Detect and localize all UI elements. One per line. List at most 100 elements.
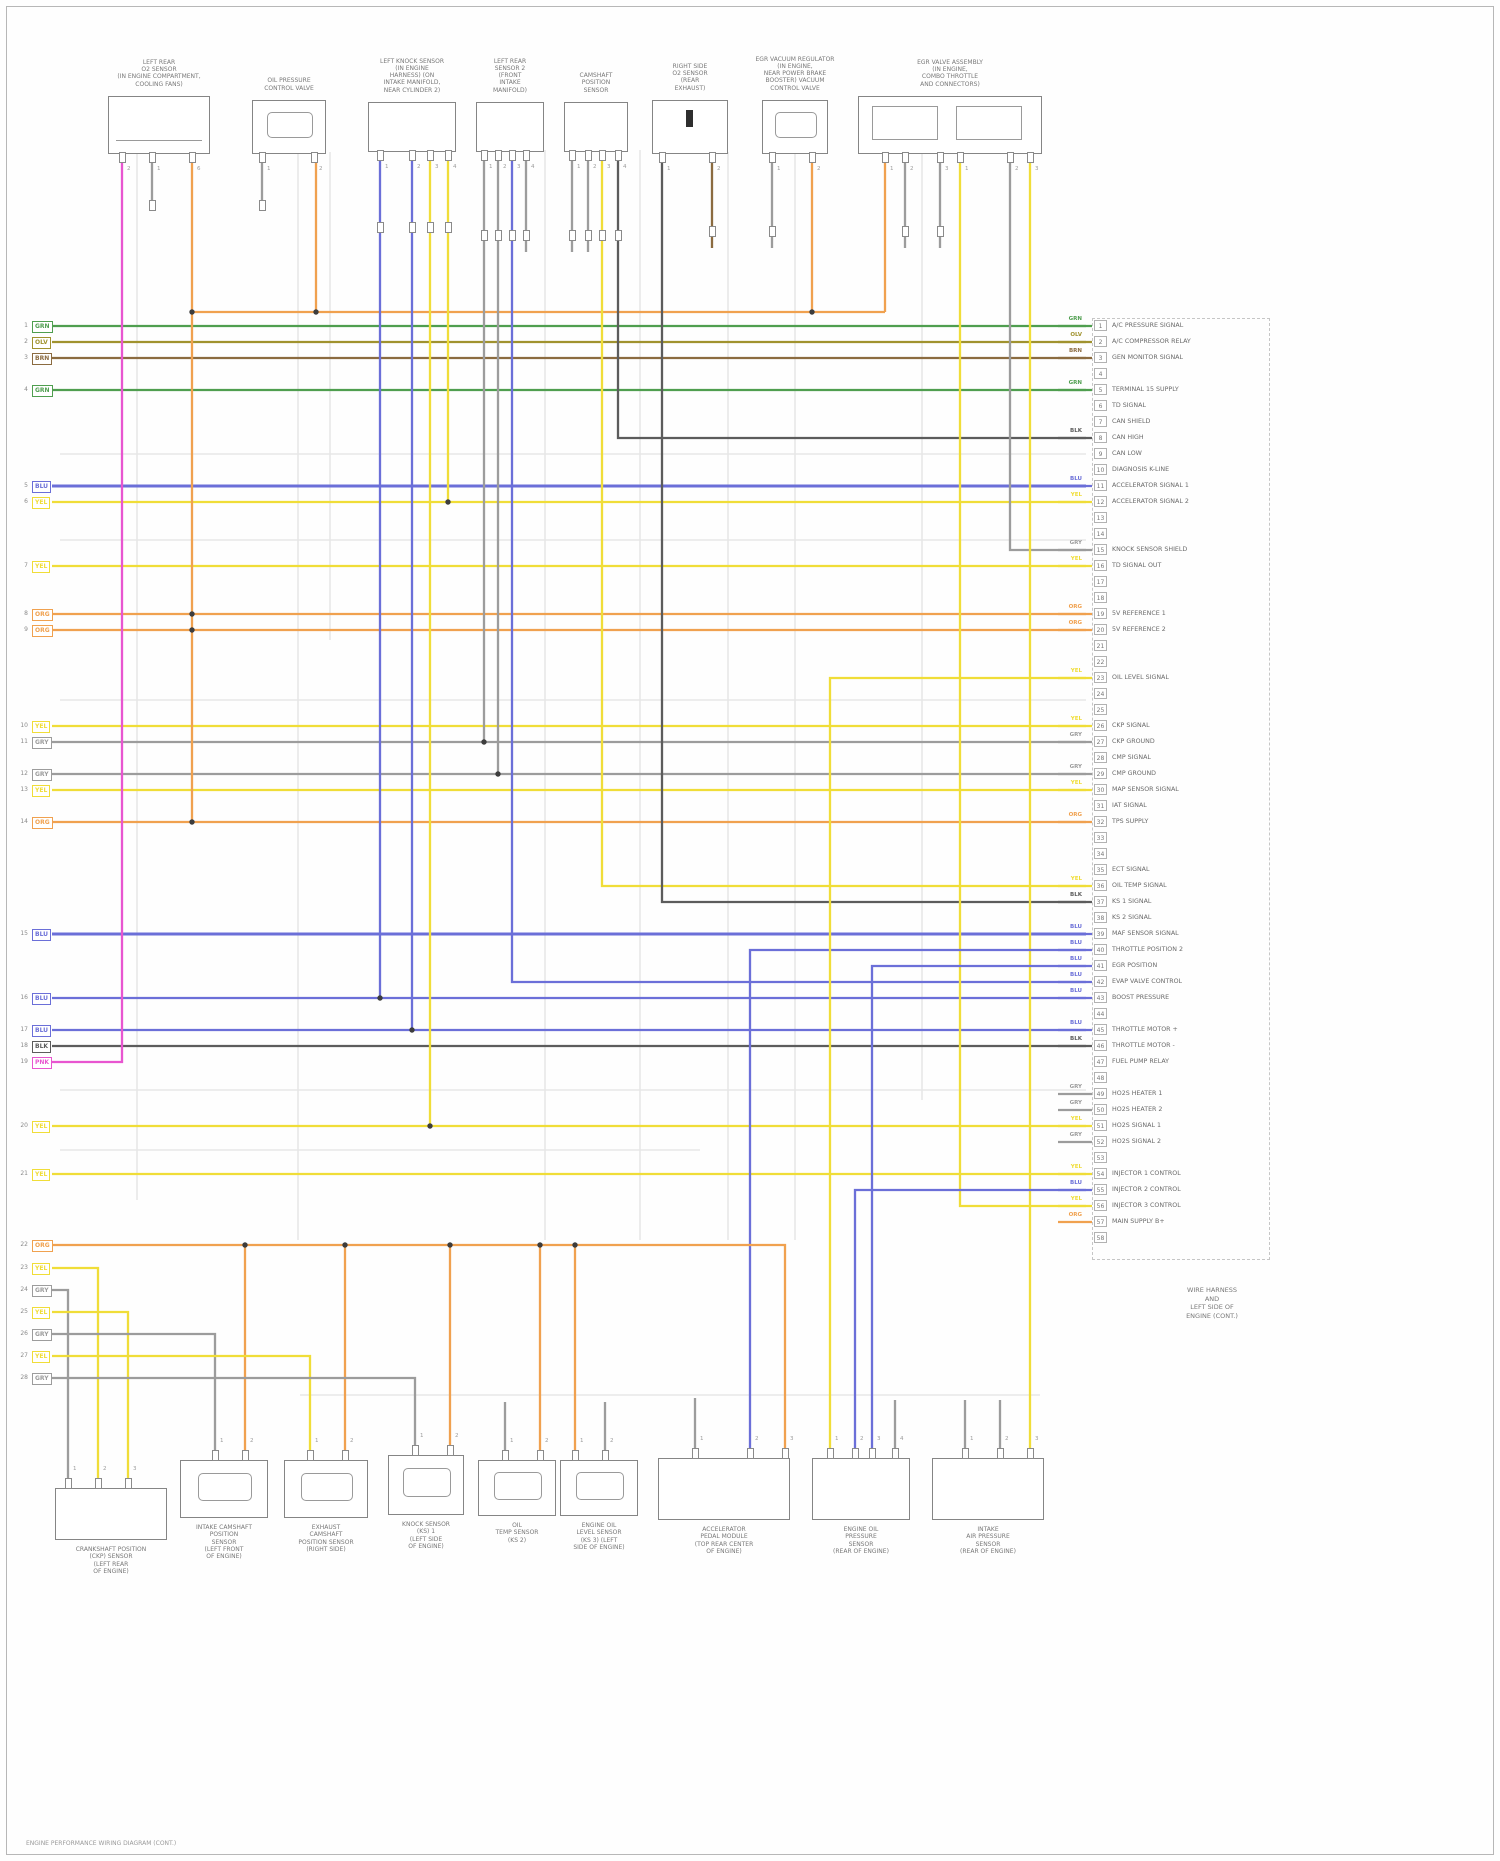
ecm-pin-signal: TPS SUPPLY bbox=[1112, 818, 1149, 825]
connector-pin bbox=[94, 1478, 102, 1489]
wire-blu bbox=[510, 150, 1086, 984]
ecm-pin-signal: MAP SENSOR SIGNAL bbox=[1112, 786, 1179, 793]
component-label-line: INTAKE bbox=[977, 1526, 999, 1533]
camshaft-position-sensor-top bbox=[564, 102, 628, 152]
connector-pin bbox=[1006, 152, 1014, 163]
oil-temp-sensor-label: OIL TEMP SENSOR (KS 2) bbox=[447, 1522, 587, 1544]
pin-number: 1 bbox=[667, 166, 671, 172]
component-label-line: CAMSHAFT bbox=[579, 72, 613, 80]
component-label-line: POSITION SENSOR bbox=[298, 1538, 354, 1546]
connector-pin bbox=[64, 1478, 72, 1489]
pin-number: 2 bbox=[593, 164, 597, 170]
junction-dot bbox=[189, 627, 195, 633]
connector-pin bbox=[601, 1450, 609, 1461]
oil-pressure-sensor bbox=[812, 1458, 910, 1520]
connector-pin bbox=[411, 1445, 419, 1456]
ecm-wire-code: OLV bbox=[1070, 332, 1082, 338]
ecm-pin-number: 8 bbox=[1094, 432, 1107, 443]
ecm-pin-number: 11 bbox=[1094, 480, 1107, 491]
left-rear-o2-sensor bbox=[108, 96, 210, 154]
left-rear-o2-sensor-detail bbox=[116, 140, 202, 141]
ecm-wire-code: BLK bbox=[1070, 428, 1082, 434]
harness-pin-22: ORG bbox=[32, 1240, 53, 1252]
connector-pin bbox=[1026, 152, 1034, 163]
knock-sensor-1-label: KNOCK SENSOR (KS) 1 (LEFT SIDE OF ENGINE) bbox=[356, 1521, 496, 1550]
connector-pin bbox=[808, 152, 816, 163]
ecm-pin-number: 27 bbox=[1094, 736, 1107, 747]
harness-pin-number: 12 bbox=[20, 770, 28, 777]
ecm-wire-code: GRY bbox=[1069, 732, 1082, 738]
harness-note-line: AND bbox=[1204, 1294, 1220, 1303]
camshaft-position-sensor-top-label: CAMSHAFT POSITION SENSOR bbox=[526, 72, 666, 94]
junction-dot bbox=[242, 1242, 248, 1248]
ecm-connector-block bbox=[1092, 318, 1270, 1260]
harness-pin-12: GRY bbox=[32, 769, 52, 781]
diagram-frame bbox=[6, 6, 1494, 1855]
right-side-o2-sensor-detail bbox=[686, 110, 693, 127]
accelerator-pedal-module-label: ACCELERATOR PEDAL MODULE (TOP REAR CENTER O… bbox=[654, 1526, 794, 1555]
inline-connector-pin bbox=[258, 200, 266, 211]
left-knock-sensor bbox=[368, 102, 456, 152]
component-label-line: (KS 2) bbox=[507, 1536, 527, 1544]
pin-number: 1 bbox=[970, 1436, 974, 1442]
harness-pin-number: 16 bbox=[20, 994, 28, 1001]
ecm-pin-signal: ACCELERATOR SIGNAL 1 bbox=[1112, 482, 1189, 489]
component-label-line: ENGINE OIL bbox=[843, 1526, 879, 1533]
component-label-line: SENSOR bbox=[848, 1540, 874, 1548]
ecm-pin-signal: EVAP VALVE CONTROL bbox=[1112, 978, 1183, 985]
wire-pnk bbox=[52, 152, 124, 1064]
ecm-pin-signal: DIAGNOSIS K-LINE bbox=[1112, 466, 1170, 473]
ecm-wire-code: YEL bbox=[1070, 668, 1082, 674]
ecm-pin-signal: HO2S HEATER 1 bbox=[1112, 1090, 1163, 1097]
ecm-pin-number: 58 bbox=[1094, 1232, 1107, 1243]
connector-pin bbox=[444, 150, 452, 161]
left-knock-sensor-label: LEFT KNOCK SENSOR (IN ENGINE HARNESS) (ON I… bbox=[342, 58, 482, 94]
harness-pin-14: ORG bbox=[32, 817, 53, 829]
component-label-line: MANIFOLD) bbox=[492, 86, 528, 94]
harness-pin-number: 26 bbox=[20, 1330, 28, 1337]
component-label-line: BOOSTER) VACUUM bbox=[765, 77, 825, 85]
ecm-pin-number: 23 bbox=[1094, 672, 1107, 683]
wire-yel bbox=[958, 152, 1086, 1208]
ecm-pin-number: 29 bbox=[1094, 768, 1107, 779]
ecm-pin-number: 38 bbox=[1094, 912, 1107, 923]
ecm-wire-code: BLU bbox=[1070, 1020, 1082, 1026]
pin-number: 2 bbox=[319, 166, 323, 172]
exhaust-camshaft-sensor-symbol bbox=[300, 1472, 354, 1501]
harness-pin-number: 11 bbox=[20, 738, 28, 745]
egr-vacuum-regulator-symbol bbox=[775, 111, 817, 139]
harness-pin-number: 28 bbox=[20, 1374, 28, 1381]
wire-blu bbox=[853, 1188, 1086, 1456]
ecm-wire-code: ORG bbox=[1068, 812, 1082, 818]
component-label-line: OIL bbox=[512, 1522, 522, 1529]
connector-pin bbox=[584, 150, 592, 161]
left-rear-sensor-2 bbox=[476, 102, 544, 152]
wire-gry bbox=[52, 1376, 417, 1453]
connector-pin bbox=[868, 1448, 876, 1459]
pin-number: 2 bbox=[103, 1466, 107, 1472]
connector-pin bbox=[658, 152, 666, 163]
ecm-pin-signal: KNOCK SENSOR SHIELD bbox=[1112, 546, 1188, 553]
ecm-pin-signal: MAIN SUPPLY B+ bbox=[1112, 1218, 1165, 1225]
ecm-pin-number: 33 bbox=[1094, 832, 1107, 843]
component-label-line: AND CONNECTORS) bbox=[920, 80, 980, 88]
connector-pin bbox=[881, 152, 889, 163]
ecm-wire-code: YEL bbox=[1070, 780, 1082, 786]
connector-pin bbox=[826, 1448, 834, 1459]
connector-pin bbox=[188, 152, 196, 163]
wire-yel bbox=[52, 1310, 130, 1486]
harness-pin-number: 8 bbox=[24, 610, 28, 617]
ecm-pin-signal: 5V REFERENCE 2 bbox=[1112, 626, 1166, 633]
component-label-line: OIL PRESSURE bbox=[267, 77, 311, 85]
harness-pin-13: YEL bbox=[32, 785, 51, 797]
ecm-pin-number: 10 bbox=[1094, 464, 1107, 475]
ecm-pin-number: 15 bbox=[1094, 544, 1107, 555]
figure-caption: ENGINE PERFORMANCE WIRING DIAGRAM (CONT.… bbox=[26, 1840, 177, 1847]
ecm-pin-number: 52 bbox=[1094, 1136, 1107, 1147]
component-label-line: (LEFT REAR bbox=[93, 1560, 129, 1568]
harness-pin-6: YEL bbox=[32, 497, 51, 509]
component-label-line: (REAR OF ENGINE) bbox=[960, 1547, 1016, 1555]
intake-camshaft-sensor-label: INTAKE CAMSHAFT POSITION SENSOR (LEFT FRONT… bbox=[154, 1524, 294, 1560]
inline-connector-pin bbox=[901, 226, 909, 237]
connector-pin bbox=[148, 152, 156, 163]
